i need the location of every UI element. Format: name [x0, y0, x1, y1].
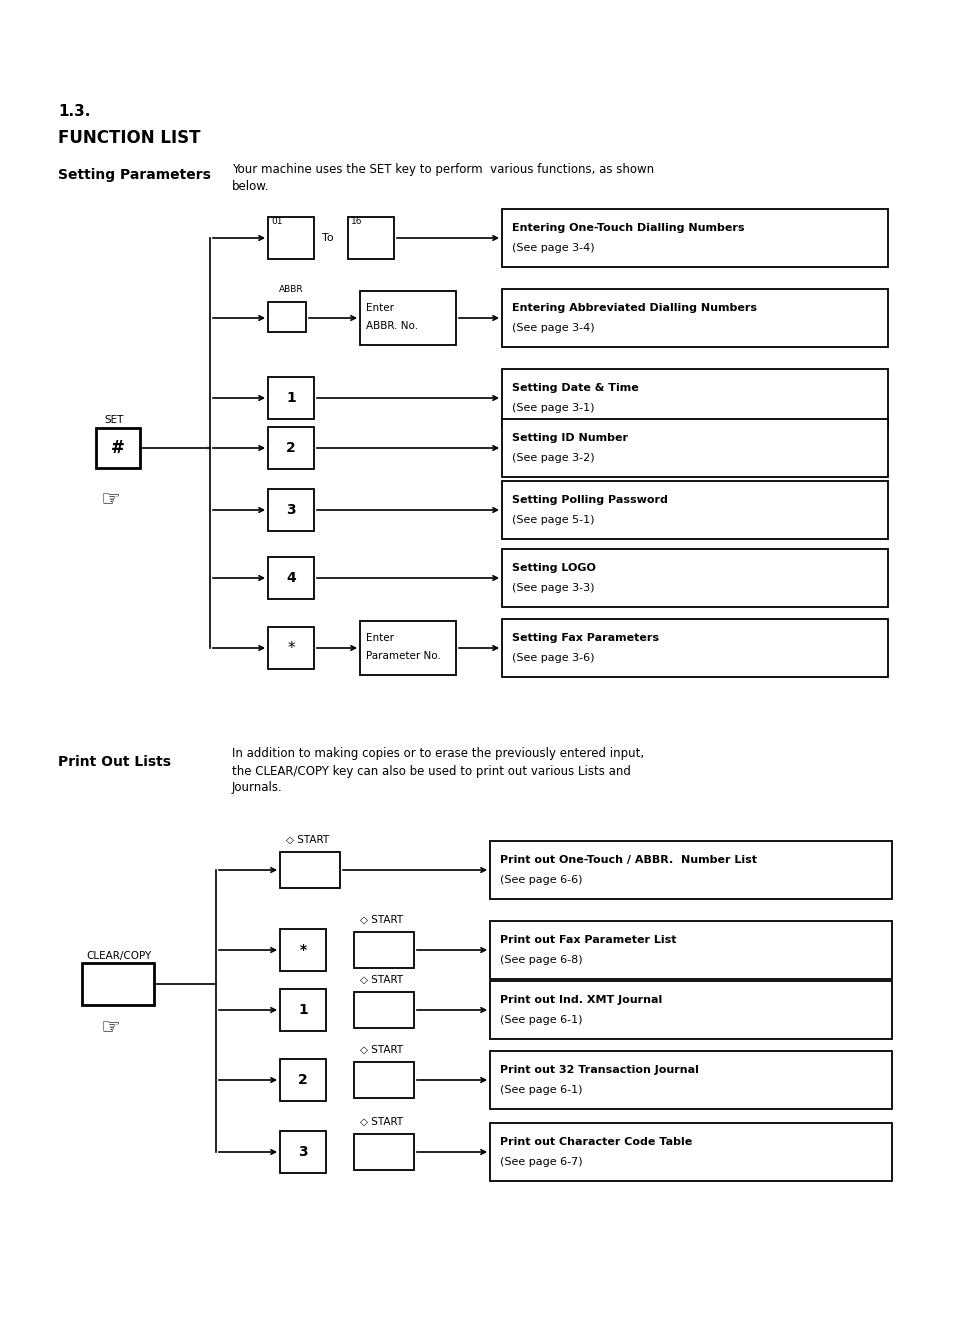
Bar: [501, 209, 887, 267]
Text: Print out 32 Transaction Journal: Print out 32 Transaction Journal: [499, 1066, 699, 1075]
Text: Entering One-Touch Dialling Numbers: Entering One-Touch Dialling Numbers: [512, 223, 743, 234]
Bar: [280, 1131, 326, 1173]
Bar: [354, 1134, 414, 1170]
Text: Print out Ind. XMT Journal: Print out Ind. XMT Journal: [499, 994, 661, 1005]
Text: 2: 2: [286, 442, 295, 455]
Text: (See page 3-3): (See page 3-3): [512, 582, 594, 593]
Text: Enter: Enter: [366, 303, 394, 313]
Text: Print out Character Code Table: Print out Character Code Table: [499, 1137, 692, 1147]
Text: 16: 16: [351, 217, 362, 227]
Text: In addition to making copies or to erase the previously entered input,: In addition to making copies or to erase…: [232, 747, 643, 761]
Bar: [501, 619, 887, 676]
Bar: [280, 929, 326, 972]
Text: SET: SET: [104, 415, 123, 425]
Bar: [280, 852, 339, 888]
Text: Setting Parameters: Setting Parameters: [58, 168, 211, 183]
Text: ☞: ☞: [100, 1019, 120, 1037]
Bar: [490, 981, 891, 1039]
Bar: [96, 428, 140, 468]
Bar: [490, 841, 891, 899]
Text: ☞: ☞: [100, 490, 120, 510]
Text: Print out One-Touch / ABBR.  Number List: Print out One-Touch / ABBR. Number List: [499, 855, 757, 866]
Text: #: #: [111, 439, 125, 458]
Text: Print out Fax Parameter List: Print out Fax Parameter List: [499, 935, 676, 945]
Bar: [490, 921, 891, 980]
Bar: [268, 557, 314, 599]
Text: (See page 3-4): (See page 3-4): [512, 243, 594, 254]
Text: ◇ START: ◇ START: [359, 1045, 403, 1055]
Text: ◇ START: ◇ START: [359, 976, 403, 985]
Text: 1: 1: [297, 1002, 308, 1017]
Text: Parameter No.: Parameter No.: [366, 651, 440, 662]
Text: CLEAR/COPY: CLEAR/COPY: [86, 951, 152, 961]
Bar: [354, 992, 414, 1028]
Bar: [268, 302, 306, 331]
Text: (See page 3-1): (See page 3-1): [512, 403, 594, 413]
Text: 1.3.: 1.3.: [58, 105, 91, 119]
Text: (See page 5-1): (See page 5-1): [512, 515, 594, 525]
Bar: [501, 480, 887, 539]
Text: 1: 1: [286, 391, 295, 405]
Text: ◇ START: ◇ START: [359, 1117, 403, 1127]
Bar: [268, 427, 314, 468]
Text: ◇ START: ◇ START: [286, 835, 329, 845]
Text: To: To: [322, 234, 334, 243]
Text: ABBR. No.: ABBR. No.: [366, 321, 417, 331]
Text: Entering Abbreviated Dialling Numbers: Entering Abbreviated Dialling Numbers: [512, 303, 757, 313]
Text: Setting Fax Parameters: Setting Fax Parameters: [512, 633, 659, 643]
Bar: [501, 289, 887, 348]
Bar: [490, 1123, 891, 1181]
Text: below.: below.: [232, 180, 269, 192]
Text: Print Out Lists: Print Out Lists: [58, 756, 171, 769]
Bar: [280, 1059, 326, 1100]
Text: (See page 6-1): (See page 6-1): [499, 1015, 582, 1025]
Text: Enter: Enter: [366, 633, 394, 643]
Text: *: *: [287, 640, 294, 655]
Bar: [268, 488, 314, 531]
Text: (See page 3-6): (See page 3-6): [512, 654, 594, 663]
Bar: [490, 1051, 891, 1108]
Text: (See page 6-8): (See page 6-8): [499, 956, 582, 965]
Text: (See page 6-7): (See page 6-7): [499, 1157, 582, 1168]
Text: Your machine uses the SET key to perform  various functions, as shown: Your machine uses the SET key to perform…: [232, 164, 654, 177]
Text: Setting ID Number: Setting ID Number: [512, 433, 627, 443]
Text: 4: 4: [286, 570, 295, 585]
Text: (See page 3-4): (See page 3-4): [512, 323, 594, 333]
Bar: [348, 217, 394, 259]
Text: ◇ START: ◇ START: [359, 915, 403, 925]
Text: 01: 01: [271, 217, 282, 227]
Text: ABBR: ABBR: [278, 285, 303, 294]
Text: the CLEAR/COPY key can also be used to print out various Lists and: the CLEAR/COPY key can also be used to p…: [232, 765, 630, 777]
Bar: [354, 931, 414, 968]
Bar: [82, 964, 153, 1005]
Text: 2: 2: [297, 1074, 308, 1087]
Bar: [359, 621, 456, 675]
Text: 3: 3: [298, 1145, 308, 1159]
Text: *: *: [299, 943, 306, 957]
Text: Journals.: Journals.: [232, 781, 282, 794]
Text: 3: 3: [286, 503, 295, 517]
Text: (See page 6-1): (See page 6-1): [499, 1084, 582, 1095]
Bar: [268, 217, 314, 259]
Text: (See page 6-6): (See page 6-6): [499, 875, 582, 884]
Bar: [501, 419, 887, 476]
Bar: [501, 369, 887, 427]
Text: Setting Polling Password: Setting Polling Password: [512, 495, 667, 505]
Bar: [359, 291, 456, 345]
Text: FUNCTION LIST: FUNCTION LIST: [58, 129, 200, 148]
Bar: [501, 549, 887, 607]
Bar: [268, 377, 314, 419]
Text: Setting LOGO: Setting LOGO: [512, 564, 596, 573]
Text: (See page 3-2): (See page 3-2): [512, 454, 594, 463]
Text: Setting Date & Time: Setting Date & Time: [512, 382, 639, 393]
Bar: [354, 1062, 414, 1098]
Bar: [280, 989, 326, 1031]
Bar: [268, 627, 314, 670]
